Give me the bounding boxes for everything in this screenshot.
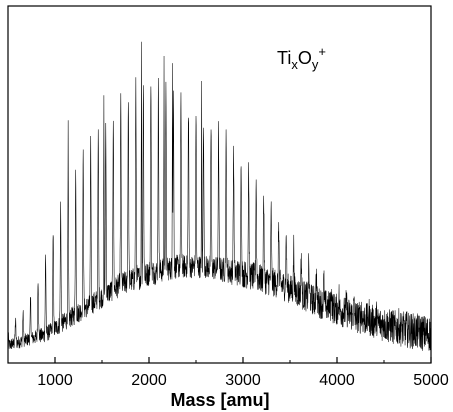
- series-line-spectrum: [7, 41, 432, 351]
- plot-area: [7, 41, 432, 351]
- formula-base: Ti: [277, 48, 291, 68]
- x-axis-ticks: [7, 357, 432, 363]
- x-tick-label-1000: 1000: [37, 372, 73, 389]
- x-tick-label-2000: 2000: [131, 372, 167, 389]
- x-tick-label-5000: 5000: [413, 372, 449, 389]
- formula-sub-x: x: [291, 57, 298, 72]
- x-axis-title: Mass [amu]: [170, 390, 269, 410]
- formula-sub-y: y: [312, 57, 319, 72]
- x-axis-tick-labels: 1000 2000 3000 4000 5000: [37, 372, 449, 389]
- x-tick-label-3000: 3000: [225, 372, 261, 389]
- formula-annotation: TixOy+: [277, 44, 326, 72]
- formula-mid: O: [298, 48, 312, 68]
- x-tick-label-4000: 4000: [319, 372, 355, 389]
- formula-sup-plus: +: [318, 44, 326, 59]
- plot-frame: [7, 5, 432, 364]
